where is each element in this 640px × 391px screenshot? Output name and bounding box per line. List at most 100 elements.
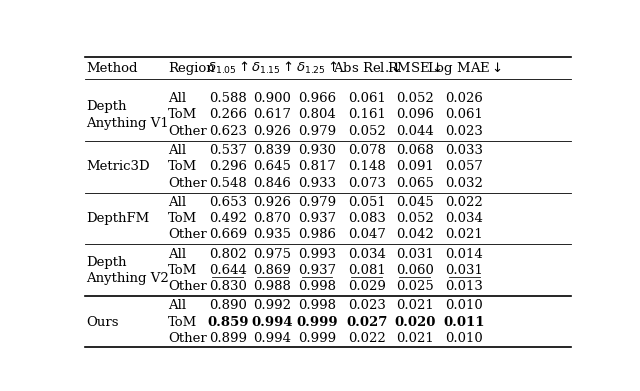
Text: 0.999: 0.999 (296, 316, 338, 328)
Text: 0.669: 0.669 (209, 228, 247, 241)
Text: 0.617: 0.617 (253, 108, 291, 122)
Text: 0.081: 0.081 (348, 264, 385, 277)
Text: 0.900: 0.900 (253, 92, 291, 105)
Text: 0.846: 0.846 (253, 176, 291, 190)
Text: Other: Other (168, 125, 207, 138)
Text: Abs Rel.$\downarrow$: Abs Rel.$\downarrow$ (333, 61, 401, 75)
Text: 0.052: 0.052 (348, 125, 385, 138)
Text: 0.029: 0.029 (348, 280, 386, 293)
Text: 0.890: 0.890 (209, 300, 247, 312)
Text: 0.065: 0.065 (396, 176, 434, 190)
Text: 0.032: 0.032 (445, 176, 483, 190)
Text: Other: Other (168, 228, 207, 241)
Text: 0.010: 0.010 (445, 300, 483, 312)
Text: 0.042: 0.042 (396, 228, 434, 241)
Text: 0.073: 0.073 (348, 176, 386, 190)
Text: 0.044: 0.044 (396, 125, 434, 138)
Text: 0.161: 0.161 (348, 108, 386, 122)
Text: Depth
Anything V2: Depth Anything V2 (86, 256, 169, 285)
Text: 0.999: 0.999 (298, 332, 336, 345)
Text: 0.998: 0.998 (298, 300, 336, 312)
Text: 0.021: 0.021 (445, 228, 483, 241)
Text: Depth
Anything V1: Depth Anything V1 (86, 100, 169, 130)
Text: 0.933: 0.933 (298, 176, 336, 190)
Text: 0.926: 0.926 (253, 125, 291, 138)
Text: $\delta_{1.15}\uparrow$: $\delta_{1.15}\uparrow$ (252, 60, 294, 76)
Text: 0.023: 0.023 (348, 300, 386, 312)
Text: 0.021: 0.021 (396, 300, 434, 312)
Text: 0.839: 0.839 (253, 144, 291, 157)
Text: ToM: ToM (168, 212, 198, 225)
Text: 0.966: 0.966 (298, 92, 336, 105)
Text: 0.096: 0.096 (396, 108, 434, 122)
Text: 0.870: 0.870 (253, 212, 291, 225)
Text: 0.998: 0.998 (298, 280, 336, 293)
Text: 0.802: 0.802 (209, 248, 246, 260)
Text: Other: Other (168, 176, 207, 190)
Text: 0.993: 0.993 (298, 248, 336, 260)
Text: 0.068: 0.068 (396, 144, 434, 157)
Text: 0.010: 0.010 (445, 332, 483, 345)
Text: 0.979: 0.979 (298, 125, 336, 138)
Text: 0.859: 0.859 (207, 316, 248, 328)
Text: All: All (168, 144, 186, 157)
Text: 0.992: 0.992 (253, 300, 291, 312)
Text: 0.492: 0.492 (209, 212, 247, 225)
Text: 0.926: 0.926 (253, 196, 291, 209)
Text: 0.644: 0.644 (209, 264, 247, 277)
Text: 0.052: 0.052 (396, 212, 434, 225)
Text: 0.023: 0.023 (445, 125, 483, 138)
Text: Other: Other (168, 332, 207, 345)
Text: 0.031: 0.031 (396, 248, 434, 260)
Text: 0.021: 0.021 (396, 332, 434, 345)
Text: 0.930: 0.930 (298, 144, 336, 157)
Text: 0.014: 0.014 (445, 248, 483, 260)
Text: 0.988: 0.988 (253, 280, 291, 293)
Text: 0.013: 0.013 (445, 280, 483, 293)
Text: 0.817: 0.817 (298, 160, 336, 173)
Text: 0.975: 0.975 (253, 248, 291, 260)
Text: Ours: Ours (86, 316, 118, 328)
Text: 0.986: 0.986 (298, 228, 336, 241)
Text: 0.061: 0.061 (348, 92, 386, 105)
Text: 0.645: 0.645 (253, 160, 291, 173)
Text: 0.653: 0.653 (209, 196, 247, 209)
Text: 0.060: 0.060 (396, 264, 434, 277)
Text: 0.047: 0.047 (348, 228, 386, 241)
Text: 0.026: 0.026 (445, 92, 483, 105)
Text: 0.022: 0.022 (445, 196, 483, 209)
Text: 0.935: 0.935 (253, 228, 291, 241)
Text: Other: Other (168, 280, 207, 293)
Text: 0.083: 0.083 (348, 212, 386, 225)
Text: 0.045: 0.045 (396, 196, 434, 209)
Text: 0.937: 0.937 (298, 212, 336, 225)
Text: All: All (168, 92, 186, 105)
Text: All: All (168, 248, 186, 260)
Text: 0.899: 0.899 (209, 332, 247, 345)
Text: 0.022: 0.022 (348, 332, 385, 345)
Text: 0.034: 0.034 (445, 212, 483, 225)
Text: 0.061: 0.061 (445, 108, 483, 122)
Text: 0.057: 0.057 (445, 160, 483, 173)
Text: Log MAE$\downarrow$: Log MAE$\downarrow$ (427, 60, 502, 77)
Text: RMSE$\downarrow$: RMSE$\downarrow$ (387, 61, 442, 75)
Text: 0.034: 0.034 (348, 248, 386, 260)
Text: 0.033: 0.033 (445, 144, 483, 157)
Text: ToM: ToM (168, 316, 198, 328)
Text: 0.830: 0.830 (209, 280, 247, 293)
Text: ToM: ToM (168, 160, 198, 173)
Text: $\delta_{1.05}\uparrow$: $\delta_{1.05}\uparrow$ (207, 60, 249, 76)
Text: 0.025: 0.025 (396, 280, 434, 293)
Text: 0.020: 0.020 (394, 316, 435, 328)
Text: 0.994: 0.994 (252, 316, 293, 328)
Text: Metric3D: Metric3D (86, 160, 150, 173)
Text: 0.979: 0.979 (298, 196, 336, 209)
Text: $\delta_{1.25}\uparrow$: $\delta_{1.25}\uparrow$ (296, 60, 338, 76)
Text: 0.031: 0.031 (445, 264, 483, 277)
Text: 0.623: 0.623 (209, 125, 247, 138)
Text: DepthFM: DepthFM (86, 212, 149, 225)
Text: 0.266: 0.266 (209, 108, 247, 122)
Text: 0.804: 0.804 (298, 108, 336, 122)
Text: 0.091: 0.091 (396, 160, 434, 173)
Text: 0.027: 0.027 (346, 316, 387, 328)
